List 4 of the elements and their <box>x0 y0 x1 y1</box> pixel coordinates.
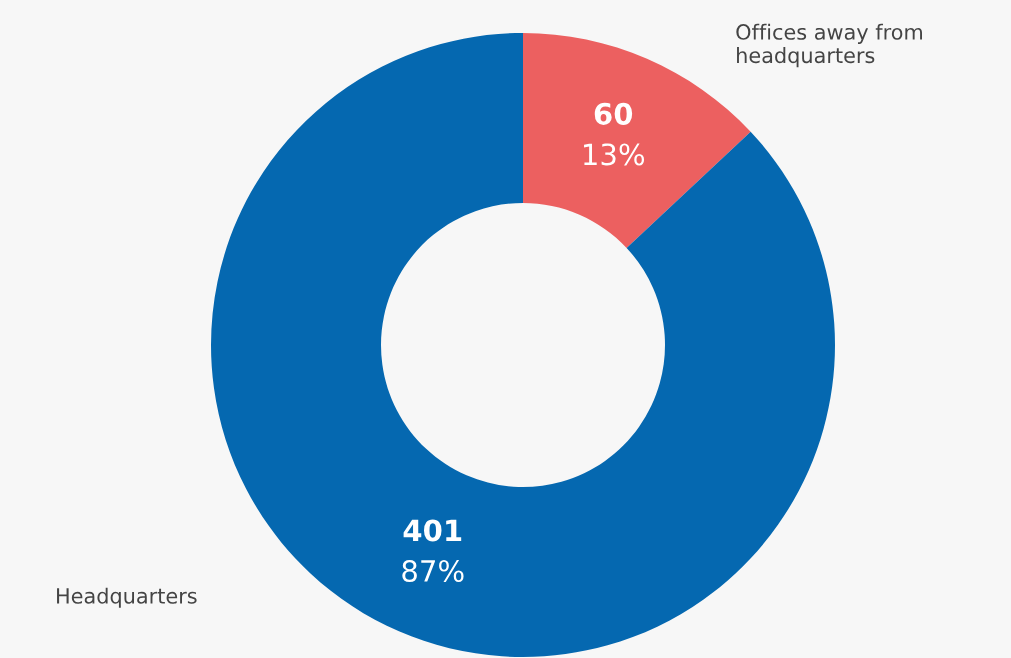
slice-label: Headquarters <box>57 587 197 608</box>
data-label: 60 13% <box>584 102 645 166</box>
data-label: 401 87% <box>402 519 464 583</box>
slice-label: Offices away from headquarters <box>736 23 922 68</box>
